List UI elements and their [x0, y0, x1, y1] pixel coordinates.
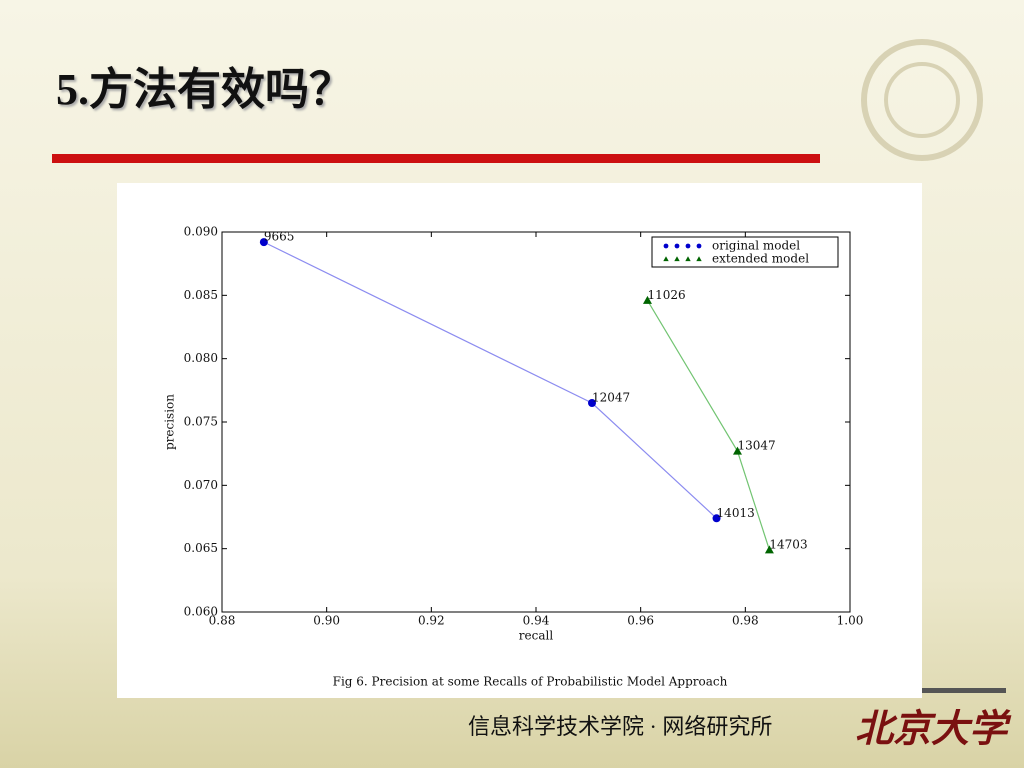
point-label: 11026 [647, 288, 685, 302]
slide-title: 5.方法有效吗？ [56, 65, 353, 114]
y-tick-label: 0.060 [184, 605, 218, 619]
y-tick-label: 0.085 [184, 288, 218, 302]
x-tick-label: 1.00 [837, 614, 864, 628]
data-point [259, 238, 268, 247]
point-label: 14703 [769, 537, 807, 551]
caption: Fig 6. Precision at some Recalls of Prob… [333, 675, 728, 689]
x-tick-label: 0.92 [418, 614, 445, 628]
x-tick-label: 0.88 [209, 614, 236, 628]
legend-marker [674, 256, 680, 262]
chart: recall precision Fig 6. Precision at som… [163, 225, 864, 689]
data-point [712, 514, 721, 523]
point-label: 9665 [264, 230, 295, 244]
x-tick-label: 0.90 [313, 614, 340, 628]
data-point [732, 446, 742, 455]
seal-inner [884, 62, 960, 138]
title-rule [52, 154, 820, 163]
y-tick-label: 0.065 [184, 541, 218, 555]
legend-label: original model [712, 239, 800, 253]
data-point [764, 545, 774, 554]
footer: 信息科学技术学院 · 网络研究所 [468, 714, 772, 739]
y-tick-label: 0.080 [184, 351, 218, 365]
legend-marker [685, 243, 691, 249]
legend-marker [696, 243, 702, 249]
legend-marker [685, 256, 691, 262]
data-point [587, 399, 596, 407]
x-tick-label: 0.94 [523, 614, 550, 628]
y-tick-label: 0.090 [184, 225, 218, 239]
point-label: 14013 [717, 506, 755, 520]
legend-marker [663, 243, 669, 249]
x-axis-label: recall [519, 629, 554, 643]
logo: 北京大学 [855, 708, 1012, 751]
x-tick-label: 0.98 [732, 614, 759, 628]
legend-box [651, 236, 839, 268]
y-tick-label: 0.075 [184, 415, 218, 429]
data-point [642, 295, 652, 304]
footer-rule [920, 688, 1006, 693]
legend-label: extended model [712, 252, 809, 266]
legend-marker [663, 256, 669, 262]
legend-marker [674, 243, 680, 249]
point-label: 13047 [737, 439, 775, 453]
x-tick-label: 0.96 [627, 614, 654, 628]
y-tick-label: 0.070 [184, 478, 218, 492]
point-label: 12047 [592, 391, 630, 405]
y-axis-label: precision [163, 394, 177, 450]
seal [861, 39, 983, 161]
legend-marker [696, 256, 702, 262]
